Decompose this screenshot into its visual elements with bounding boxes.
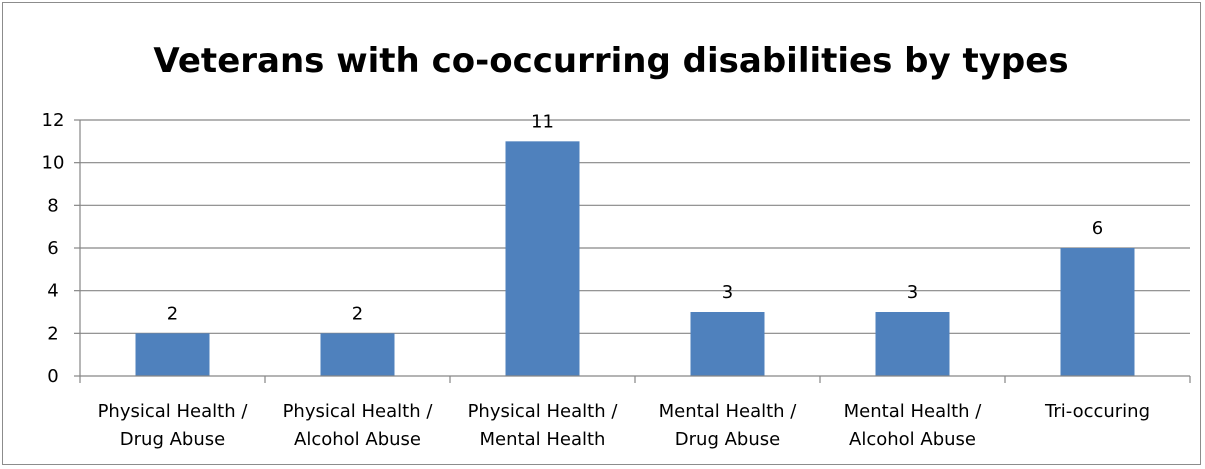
data-label: 11 (531, 111, 554, 132)
y-tick-label: 2 (47, 323, 58, 344)
category-label: Drug Abuse (675, 429, 780, 450)
y-axis: 0 2 4 6 8 10 12 (42, 110, 81, 387)
category-label: Alcohol Abuse (849, 429, 976, 450)
data-label: 2 (352, 303, 363, 324)
y-tick-label: 8 (47, 195, 58, 216)
bars (135, 141, 1135, 376)
y-tick-label: 6 (47, 238, 58, 259)
data-label: 3 (907, 282, 918, 303)
data-label: 3 (722, 282, 733, 303)
y-tick-label: 0 (47, 366, 58, 387)
bar (135, 333, 210, 376)
category-label: Physical Health / (283, 401, 434, 422)
category-label: Drug Abuse (120, 429, 225, 450)
bar (875, 312, 950, 376)
category-label: Alcohol Abuse (294, 429, 421, 450)
y-tick-label: 10 (42, 153, 65, 174)
gridlines (80, 119, 1190, 334)
y-tick-label: 4 (47, 281, 58, 302)
chart-title: Veterans with co-occurring disabilities … (153, 41, 1068, 81)
bar (320, 333, 395, 376)
category-label: Mental Health / (659, 401, 798, 422)
category-label: Tri-occuring (1044, 401, 1150, 422)
bar (505, 141, 580, 376)
bar (690, 312, 765, 376)
data-label: 6 (1092, 218, 1103, 239)
bar (1060, 248, 1135, 376)
x-axis: Physical Health / Drug Abuse Physical Heal… (79, 375, 1191, 450)
data-labels: 2 2 11 3 3 6 (167, 111, 1103, 324)
category-label: Mental Health (480, 429, 606, 450)
data-label: 2 (167, 303, 178, 324)
category-label: Mental Health / (844, 401, 983, 422)
y-tick-label: 12 (42, 110, 65, 131)
category-label: Physical Health / (98, 401, 249, 422)
category-label: Physical Health / (468, 401, 619, 422)
